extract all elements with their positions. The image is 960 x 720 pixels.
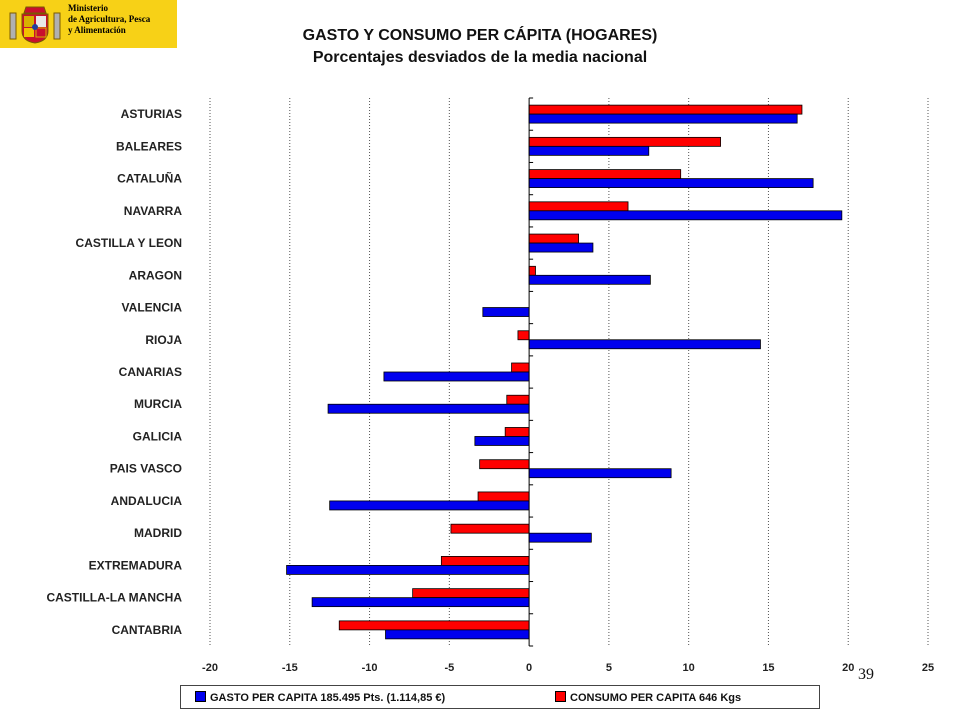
x-tick-label: 10 [683, 662, 695, 674]
x-tick-label: 5 [606, 662, 612, 674]
legend-label-gasto: GASTO PER CAPITA 185.495 Pts. (1.114,85 … [210, 692, 446, 704]
legend-item-gasto: GASTO PER CAPITA 185.495 Pts. (1.114,85 … [195, 691, 445, 704]
bar-gasto-11 [474, 436, 530, 446]
category-label: MADRID [134, 526, 182, 540]
bar-gasto-10 [327, 403, 530, 414]
category-label: CASTILLA Y LEON [76, 236, 182, 250]
category-label: MURCIA [134, 397, 182, 411]
x-tick-label: -15 [282, 662, 298, 674]
x-tick-label: 15 [762, 662, 774, 674]
bar-consumo-17 [338, 620, 530, 631]
title-block: GASTO Y CONSUMO PER CÁPITA (HOGARES) Por… [180, 25, 780, 69]
category-label: ARAGON [129, 268, 182, 282]
x-tick-label: -5 [444, 662, 454, 674]
x-tick-label: -20 [202, 662, 218, 674]
bar-gasto-16 [311, 597, 530, 608]
spanish-coat-of-arms-icon [9, 6, 61, 44]
chart-title: GASTO Y CONSUMO PER CÁPITA (HOGARES) [302, 27, 658, 44]
bar-consumo-11 [504, 427, 530, 437]
category-label: GALICIA [133, 429, 183, 443]
legend-swatch-gasto [195, 691, 206, 702]
bar-consumo-9 [511, 362, 530, 373]
ministry-name: Ministerio de Agricultura, Pesca y Alime… [68, 3, 151, 35]
category-label: BALEARES [116, 139, 182, 153]
page-number: 39 [858, 666, 874, 683]
category-label: ANDALUCIA [111, 494, 183, 508]
bar-consumo-1 [528, 104, 803, 115]
legend-item-consumo: CONSUMO PER CAPITA 646 Kgs [555, 691, 741, 704]
category-label: RIOJA [145, 333, 182, 347]
bar-consumo-2 [528, 136, 721, 147]
bar-gasto-8 [528, 339, 761, 350]
bar-consumo-3 [528, 169, 682, 179]
bar-consumo-13 [477, 491, 530, 502]
bar-consumo-4 [528, 201, 629, 212]
bar-gasto-15 [286, 565, 530, 575]
bar-consumo-12 [479, 459, 530, 470]
bar-gasto-7 [482, 307, 530, 317]
bar-gasto-12 [528, 468, 672, 479]
x-tick-label: -10 [362, 662, 378, 674]
bar-gasto-17 [385, 629, 530, 640]
bar-gasto-4 [528, 210, 843, 221]
bar-consumo-6 [528, 265, 536, 276]
bar-consumo-8 [517, 330, 530, 341]
x-tick-label: 25 [922, 662, 934, 674]
bar-consumo-5 [528, 233, 579, 244]
legend: GASTO PER CAPITA 185.495 Pts. (1.114,85 … [180, 685, 820, 709]
category-label: CASTILLA-LA MANCHA [46, 591, 182, 605]
x-tick-label: 0 [526, 662, 532, 674]
category-label: VALENCIA [122, 301, 183, 315]
bar-consumo-14 [450, 523, 530, 534]
ministry-logo: Ministerio de Agricultura, Pesca y Alime… [0, 0, 177, 48]
category-label: CATALUÑA [117, 171, 182, 186]
bar-gasto-3 [528, 178, 814, 188]
legend-swatch-consumo [555, 691, 566, 702]
category-label: EXTREMADURA [89, 558, 183, 572]
x-tick-label: 20 [842, 662, 854, 674]
category-label: CANARIAS [119, 365, 182, 379]
category-label: CANTABRIA [112, 623, 183, 637]
bar-consumo-10 [506, 394, 530, 405]
category-label: NAVARRA [124, 204, 183, 218]
category-label: PAIS VASCO [110, 462, 182, 476]
chart-subtitle: Porcentajes desviados de la media nacion… [312, 49, 648, 66]
bar-gasto-1 [528, 113, 798, 124]
bar-gasto-13 [329, 500, 530, 511]
bar-consumo-15 [440, 556, 530, 566]
bar-gasto-14 [528, 532, 592, 543]
bar-chart: ASTURIAS BALEARES CATALUÑA NAVARRA CASTILLA … [46, 97, 934, 674]
bar-gasto-2 [528, 145, 650, 156]
legend-label-consumo: CONSUMO PER CAPITA 646 Kgs [570, 692, 742, 704]
bar-gasto-5 [528, 242, 594, 253]
category-label: ASTURIAS [121, 107, 182, 121]
bar-consumo-16 [412, 588, 530, 599]
bar-gasto-6 [528, 274, 651, 285]
bar-gasto-9 [383, 371, 530, 382]
